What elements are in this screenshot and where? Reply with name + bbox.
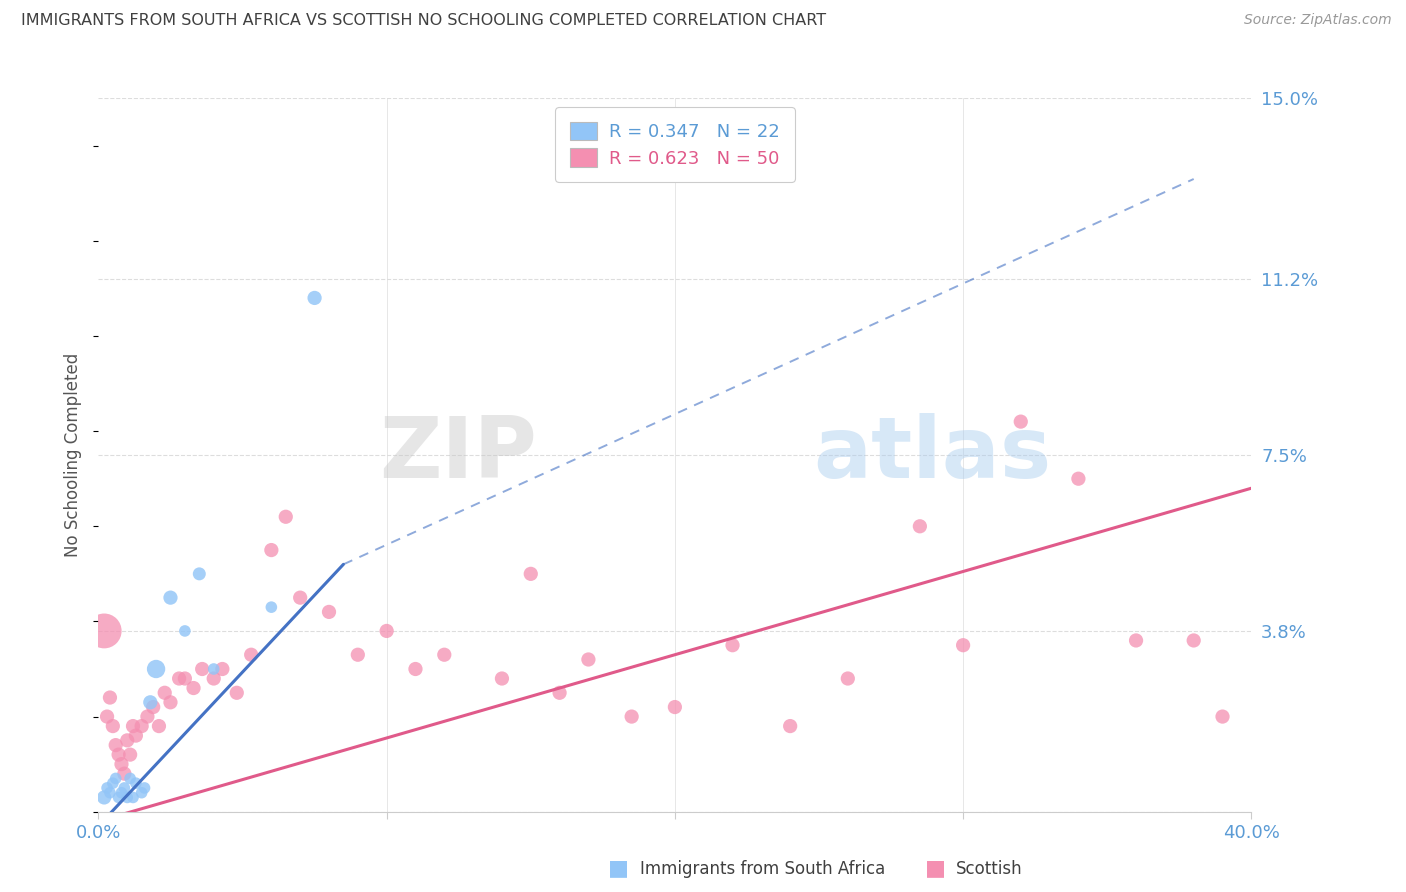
Point <box>433 648 456 662</box>
Point <box>159 695 181 709</box>
Y-axis label: No Schooling Completed: No Schooling Completed <box>65 353 83 557</box>
Point <box>107 747 129 762</box>
Point <box>125 776 148 790</box>
Point <box>188 566 211 581</box>
Point <box>240 648 263 662</box>
Point <box>96 709 118 723</box>
Point <box>183 681 205 695</box>
Point <box>148 719 170 733</box>
Point <box>520 566 543 581</box>
Text: Source: ZipAtlas.com: Source: ZipAtlas.com <box>1244 13 1392 28</box>
Point <box>1182 633 1205 648</box>
Point <box>620 709 643 723</box>
Point <box>145 662 167 676</box>
Point <box>125 729 148 743</box>
Point <box>202 672 225 686</box>
Point <box>274 509 297 524</box>
Point <box>93 624 115 638</box>
Text: atlas: atlas <box>813 413 1052 497</box>
Point <box>211 662 233 676</box>
Point <box>117 733 139 747</box>
Point <box>1010 415 1032 429</box>
Point <box>93 790 115 805</box>
Point <box>96 780 118 795</box>
Legend: R = 0.347   N = 22, R = 0.623   N = 50: R = 0.347 N = 22, R = 0.623 N = 50 <box>555 107 794 182</box>
Point <box>260 543 283 558</box>
Point <box>104 738 127 752</box>
Text: ■: ■ <box>925 859 945 879</box>
Point <box>107 790 129 805</box>
Point <box>191 662 214 676</box>
Point <box>721 638 744 652</box>
Point <box>101 719 124 733</box>
Text: Scottish: Scottish <box>956 860 1022 878</box>
Point <box>142 700 165 714</box>
Text: ZIP: ZIP <box>378 413 537 497</box>
Point <box>260 600 283 615</box>
Point <box>120 772 142 786</box>
Point <box>134 780 156 795</box>
Point <box>290 591 312 605</box>
Point <box>117 790 139 805</box>
Point <box>578 652 600 666</box>
Point <box>1212 709 1234 723</box>
Point <box>104 772 127 786</box>
Point <box>159 591 181 605</box>
Point <box>112 780 135 795</box>
Point <box>225 686 247 700</box>
Point <box>837 672 859 686</box>
Point <box>122 790 145 805</box>
Point <box>952 638 974 652</box>
Point <box>304 291 326 305</box>
Text: IMMIGRANTS FROM SOUTH AFRICA VS SCOTTISH NO SCHOOLING COMPLETED CORRELATION CHAR: IMMIGRANTS FROM SOUTH AFRICA VS SCOTTISH… <box>21 13 827 29</box>
Point <box>664 700 686 714</box>
Point <box>346 648 368 662</box>
Point <box>202 662 225 676</box>
Point <box>405 662 427 676</box>
Point <box>779 719 801 733</box>
Point <box>131 786 153 800</box>
Point <box>112 766 135 780</box>
Point <box>98 690 121 705</box>
Point <box>318 605 340 619</box>
Point <box>136 709 159 723</box>
Text: Immigrants from South Africa: Immigrants from South Africa <box>640 860 884 878</box>
Point <box>98 786 121 800</box>
Point <box>153 686 176 700</box>
Point <box>167 672 190 686</box>
Point <box>1125 633 1147 648</box>
Point <box>101 776 124 790</box>
Point <box>174 672 197 686</box>
Point <box>110 786 132 800</box>
Point <box>908 519 931 533</box>
Point <box>1067 472 1090 486</box>
Point <box>139 695 162 709</box>
Point <box>548 686 571 700</box>
Point <box>491 672 513 686</box>
Point <box>131 719 153 733</box>
Point <box>120 747 142 762</box>
Point <box>110 757 132 772</box>
Text: ■: ■ <box>609 859 628 879</box>
Point <box>375 624 398 638</box>
Point <box>174 624 197 638</box>
Point <box>122 719 145 733</box>
